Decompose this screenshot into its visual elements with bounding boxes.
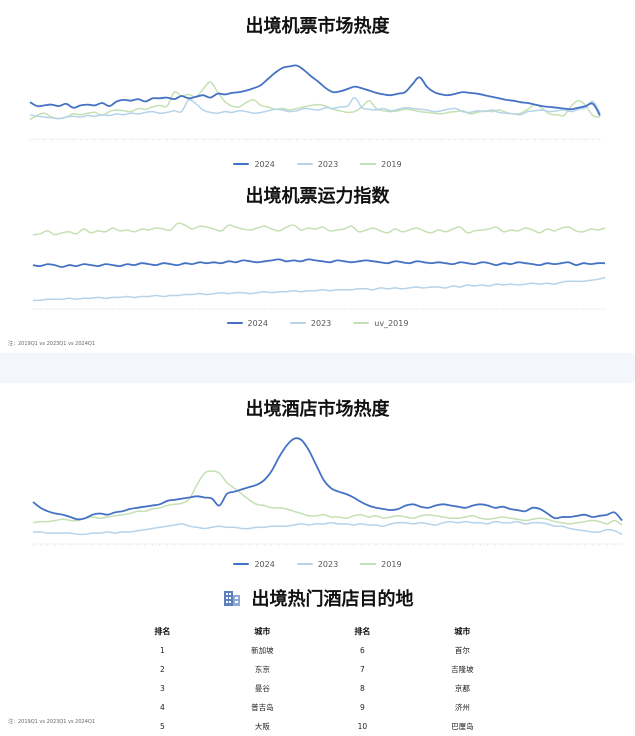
legend-item-uv2019[interactable]: uv_2019 <box>353 319 408 328</box>
legend-swatch-2023 <box>296 563 313 565</box>
rank-cell: 8 <box>359 684 365 693</box>
legend-item-2023[interactable]: 2023 <box>289 318 332 328</box>
legend-item-2019[interactable]: 2019 <box>360 159 402 169</box>
flight-capacity-chart <box>32 222 606 310</box>
legend-swatch-2019 <box>360 563 377 565</box>
legend-item-2024[interactable]: 2024 <box>233 159 275 169</box>
legend-swatch-2019 <box>360 163 377 165</box>
rank-cell: 2 <box>159 665 165 674</box>
city-cell: 东京 <box>254 665 270 674</box>
rank-cell: 1 <box>159 646 165 655</box>
series-line-2024 <box>32 437 623 522</box>
city-cell: 普吉岛 <box>251 703 274 712</box>
rank-cell: 4 <box>159 703 165 712</box>
destinations-table: 排名 城市 排名 城市 1 新加坡 6 首尔 2 东京 7 吉隆坡 3 曼谷 8… <box>120 622 520 736</box>
city-cell: 京都 <box>454 684 470 693</box>
flight-heat-legend: 2024 2023 2019 <box>0 157 635 171</box>
flight-note: 注：2019Q1 vs 2023Q1 vs 2024Q1 <box>8 341 96 347</box>
flight-heat-title: 出境机票市场热度 <box>245 16 390 37</box>
series-line-2023 <box>32 520 623 536</box>
building-icon <box>223 591 240 606</box>
legend-swatch-2023 <box>289 322 306 324</box>
table-row: 3 曼谷 8 京都 <box>120 679 520 698</box>
flight-heat-chart <box>29 64 601 141</box>
legend-swatch-uv2019 <box>353 322 370 324</box>
legend-label: 2023 <box>310 318 332 328</box>
table-row: 4 普吉岛 9 济州 <box>120 698 520 717</box>
series-line-2024 <box>32 258 606 268</box>
rank-cell: 9 <box>359 703 365 712</box>
rank-cell: 6 <box>359 646 365 655</box>
legend-label: 2024 <box>254 559 275 569</box>
legend-item-2023[interactable]: 2023 <box>296 559 339 569</box>
hotel-heat-title: 出境酒店市场热度 <box>245 399 390 420</box>
section-divider <box>0 353 635 383</box>
series-line-2023 <box>29 96 601 120</box>
top-destinations-title: 出境热门酒店目的地 <box>251 589 414 610</box>
series-line-2024 <box>29 64 601 116</box>
rank-cell: 5 <box>159 722 165 731</box>
city-cell: 曼谷 <box>254 684 270 693</box>
hotel-heat-chart <box>32 437 623 546</box>
table-row: 2 东京 7 吉隆坡 <box>120 660 520 679</box>
city-cell: 新加坡 <box>251 646 274 655</box>
series-line-2023 <box>32 276 606 302</box>
hotel-note: 注：2019Q1 vs 2023Q1 vs 2024Q1 <box>8 719 96 725</box>
legend-item-2023[interactable]: 2023 <box>296 159 339 169</box>
city-cell: 巴厘岛 <box>451 722 474 731</box>
legend-item-2019[interactable]: 2019 <box>360 559 402 569</box>
header-city: 城市 <box>254 627 271 636</box>
table-row: 5 大阪 10 巴厘岛 <box>120 717 520 736</box>
rank-cell: 10 <box>357 722 368 731</box>
legend-label: 2023 <box>317 159 339 169</box>
table-row: 1 新加坡 6 首尔 <box>120 641 520 660</box>
legend-label: 2019 <box>381 159 402 169</box>
legend-label: 2024 <box>254 159 275 169</box>
city-cell: 大阪 <box>254 722 270 731</box>
header-rank: 排名 <box>154 627 171 636</box>
flight-capacity-legend: 2024 2023 uv_2019 <box>0 316 635 330</box>
city-cell: 济州 <box>454 703 470 712</box>
top-destinations-title-row: 出境热门酒店目的地 <box>0 585 635 611</box>
city-cell: 首尔 <box>454 646 470 655</box>
series-line-uv_2019 <box>32 222 606 236</box>
flight-capacity-title: 出境机票运力指数 <box>245 186 390 207</box>
hotel-heat-legend: 2024 2023 2019 <box>0 557 635 571</box>
legend-swatch-2024 <box>233 163 250 165</box>
legend-item-2024[interactable]: 2024 <box>233 559 275 569</box>
header-city: 城市 <box>454 627 471 636</box>
legend-label: 2019 <box>381 559 402 569</box>
header-rank: 排名 <box>354 627 371 636</box>
legend-swatch-2023 <box>296 163 313 165</box>
legend-label: 2024 <box>247 318 268 328</box>
legend-item-2024[interactable]: 2024 <box>226 318 268 328</box>
series-line-2019 <box>29 81 601 121</box>
series-line-2019 <box>32 470 623 526</box>
legend-swatch-2024 <box>226 322 243 324</box>
city-cell: 吉隆坡 <box>451 665 474 674</box>
legend-label: uv_2019 <box>374 318 409 328</box>
table-header-row: 排名 城市 排名 城市 <box>120 622 520 641</box>
rank-cell: 7 <box>359 665 365 674</box>
legend-swatch-2024 <box>233 563 250 565</box>
legend-label: 2023 <box>317 559 339 569</box>
rank-cell: 3 <box>159 684 165 693</box>
